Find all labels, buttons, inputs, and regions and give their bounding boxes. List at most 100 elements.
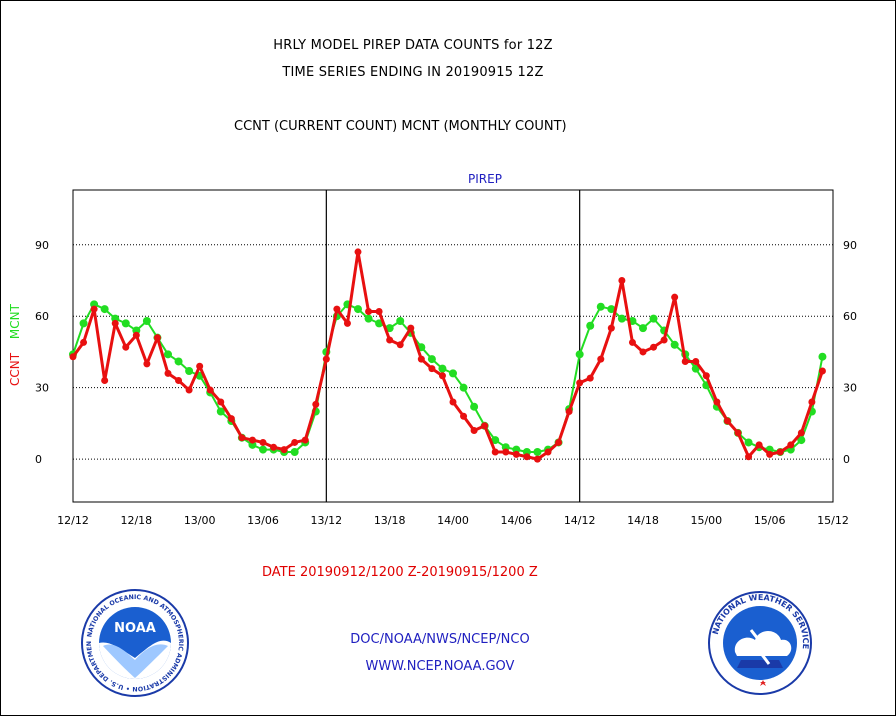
pirep-chart: 0 30 60 90 0 30 60 90 12/12 12/18 13/00 13/06 13/1…: [8, 172, 857, 527]
mcnt-point: [142, 316, 151, 325]
ccnt-point: [185, 386, 193, 394]
y-ticks-right: 0 30 60 90: [843, 239, 857, 466]
mcnt-point: [575, 350, 584, 359]
mcnt-point: [617, 314, 626, 323]
y-tick-label: 60: [843, 310, 857, 323]
mcnt-point: [185, 367, 194, 376]
nws-logo-icon: NATIONAL WEATHER SERVICE: [708, 591, 812, 695]
mcnt-point: [586, 321, 595, 330]
mcnt-point: [470, 402, 479, 411]
ccnt-point: [766, 450, 774, 458]
x-tick-label: 13/06: [247, 514, 279, 527]
ccnt-point: [407, 324, 415, 332]
ccnt-point: [143, 360, 151, 368]
ccnt-point: [502, 448, 510, 456]
ccnt-point: [639, 348, 647, 356]
ccnt-point: [745, 453, 753, 461]
chart-grid: [73, 244, 833, 460]
ccnt-point: [702, 372, 710, 380]
noaa-logo-icon: NOAA NATIONAL OCEANIC AND ATMOSPHERIC AD…: [80, 588, 189, 697]
mcnt-point: [375, 319, 384, 328]
ccnt-point: [428, 365, 436, 373]
x-tick-label: 14/06: [500, 514, 532, 527]
y-tick-label: 0: [35, 453, 42, 466]
mcnt-point: [427, 355, 436, 364]
ccnt-point: [533, 455, 541, 463]
ccnt-point: [122, 343, 130, 351]
mcnt-point: [596, 302, 605, 311]
x-tick-label: 12/18: [120, 514, 152, 527]
ccnt-point: [607, 324, 615, 332]
mcnt-point: [259, 445, 267, 454]
ccnt-point: [238, 434, 246, 442]
y-axis-label-ccnt: CCNT: [8, 352, 22, 386]
ccnt-point: [723, 417, 731, 425]
ccnt-point: [217, 398, 225, 406]
ccnt-point: [713, 398, 721, 406]
website-link[interactable]: WWW.NCEP.NOAA.GOV: [365, 659, 515, 674]
ccnt-point: [248, 436, 256, 444]
mcnt-point: [607, 305, 616, 314]
ccnt-point: [227, 415, 235, 423]
x-tick-label: 13/00: [184, 514, 216, 527]
panel-label: PIREP: [468, 172, 502, 186]
mcnt-point: [491, 436, 500, 445]
mcnt-point: [459, 383, 468, 392]
ccnt-point: [333, 305, 341, 313]
ccnt-point: [132, 331, 140, 339]
ccnt-point: [69, 353, 77, 361]
series-ccnt: [69, 248, 826, 463]
ccnt-point: [544, 448, 552, 456]
mcnt-point: [533, 447, 542, 456]
chart-title: HRLY MODEL PIREP DATA COUNTS for 12Z: [273, 38, 553, 53]
mcnt-point: [670, 340, 679, 349]
x-tick-label: 15/06: [754, 514, 786, 527]
x-tick-label: 15/00: [690, 514, 722, 527]
mcnt-point: [396, 316, 405, 325]
ccnt-line: [71, 250, 824, 461]
y-axis-label-mcnt: MCNT: [8, 303, 22, 339]
ccnt-point: [650, 343, 658, 351]
ccnt-point: [734, 429, 742, 437]
ccnt-point: [491, 448, 499, 456]
mcnt-point: [744, 438, 753, 447]
ccnt-point: [301, 436, 309, 444]
mcnt-point: [364, 314, 373, 323]
ccnt-point: [386, 336, 394, 344]
ccnt-point: [597, 355, 605, 363]
ccnt-point: [101, 377, 109, 385]
ccnt-point: [755, 441, 763, 449]
x-tick-label: 14/18: [627, 514, 659, 527]
x-tick-label: 13/12: [310, 514, 342, 527]
ccnt-point: [196, 362, 204, 370]
mcnt-point: [639, 324, 647, 333]
ccnt-point: [343, 319, 351, 327]
ccnt-point: [808, 398, 816, 406]
mcnt-point: [449, 369, 457, 378]
star-icon: [760, 680, 766, 686]
mcnt-point: [121, 319, 130, 328]
x-tick-label: 14/12: [564, 514, 596, 527]
series-mcnt: [69, 300, 827, 456]
ccnt-point: [512, 450, 520, 458]
ccnt-point: [449, 398, 457, 406]
ccnt-point: [259, 438, 267, 446]
ccnt-point: [555, 438, 563, 446]
ccnt-point: [291, 438, 299, 446]
ccnt-point: [460, 412, 468, 420]
mcnt-point: [174, 357, 183, 366]
ccnt-point: [375, 307, 383, 315]
mcnt-point: [79, 319, 88, 328]
ccnt-point: [322, 355, 330, 363]
ccnt-point: [270, 443, 278, 451]
mcnt-point: [649, 314, 658, 323]
x-tick-label: 13/18: [374, 514, 406, 527]
ccnt-point: [164, 369, 172, 377]
ccnt-point: [206, 386, 214, 394]
ccnt-point: [312, 400, 320, 408]
ccnt-point: [787, 441, 795, 449]
ccnt-point: [523, 453, 531, 461]
org-line: DOC/NOAA/NWS/NCEP/NCO: [350, 632, 530, 647]
ccnt-point: [671, 293, 679, 301]
mcnt-point: [797, 436, 806, 445]
